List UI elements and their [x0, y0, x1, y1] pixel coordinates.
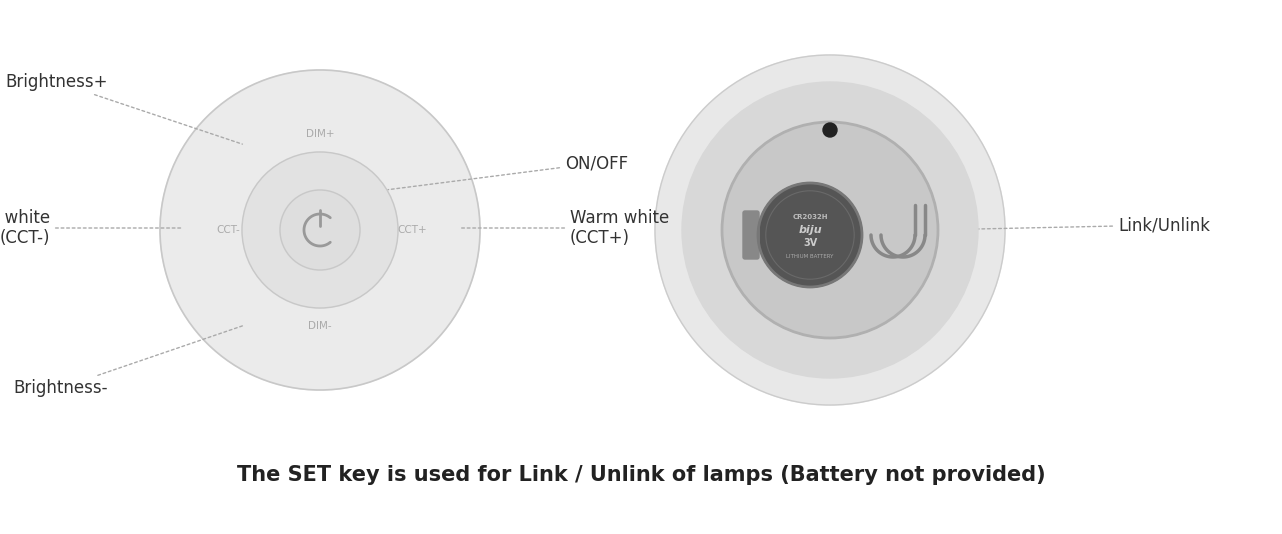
Circle shape: [722, 122, 938, 338]
Circle shape: [242, 152, 397, 308]
Text: Brightness+: Brightness+: [5, 73, 242, 144]
Text: biju: biju: [799, 225, 822, 235]
Text: DIM-: DIM-: [308, 321, 332, 331]
Text: Warm white
(CCT+): Warm white (CCT+): [460, 209, 669, 247]
Text: 3V: 3V: [803, 238, 817, 248]
Text: CCT-: CCT-: [217, 225, 240, 235]
Circle shape: [758, 183, 862, 287]
Text: The SET key is used for Link / Unlink of lamps (Battery not provided): The SET key is used for Link / Unlink of…: [237, 465, 1045, 485]
Circle shape: [823, 123, 837, 137]
Circle shape: [682, 82, 978, 378]
Text: LITHIUM BATTERY: LITHIUM BATTERY: [786, 255, 833, 260]
Text: Cool white
(CCT-): Cool white (CCT-): [0, 209, 182, 247]
Circle shape: [279, 190, 360, 270]
Text: Brightness-: Brightness-: [14, 326, 242, 397]
Text: CR2032H: CR2032H: [792, 214, 828, 220]
FancyBboxPatch shape: [744, 211, 759, 259]
Circle shape: [655, 55, 1005, 405]
Circle shape: [160, 70, 479, 390]
Text: DIM+: DIM+: [305, 129, 335, 139]
Text: CCT+: CCT+: [397, 225, 427, 235]
Text: ON/OFF: ON/OFF: [365, 154, 628, 193]
Text: Link/Unlink: Link/Unlink: [933, 216, 1210, 234]
